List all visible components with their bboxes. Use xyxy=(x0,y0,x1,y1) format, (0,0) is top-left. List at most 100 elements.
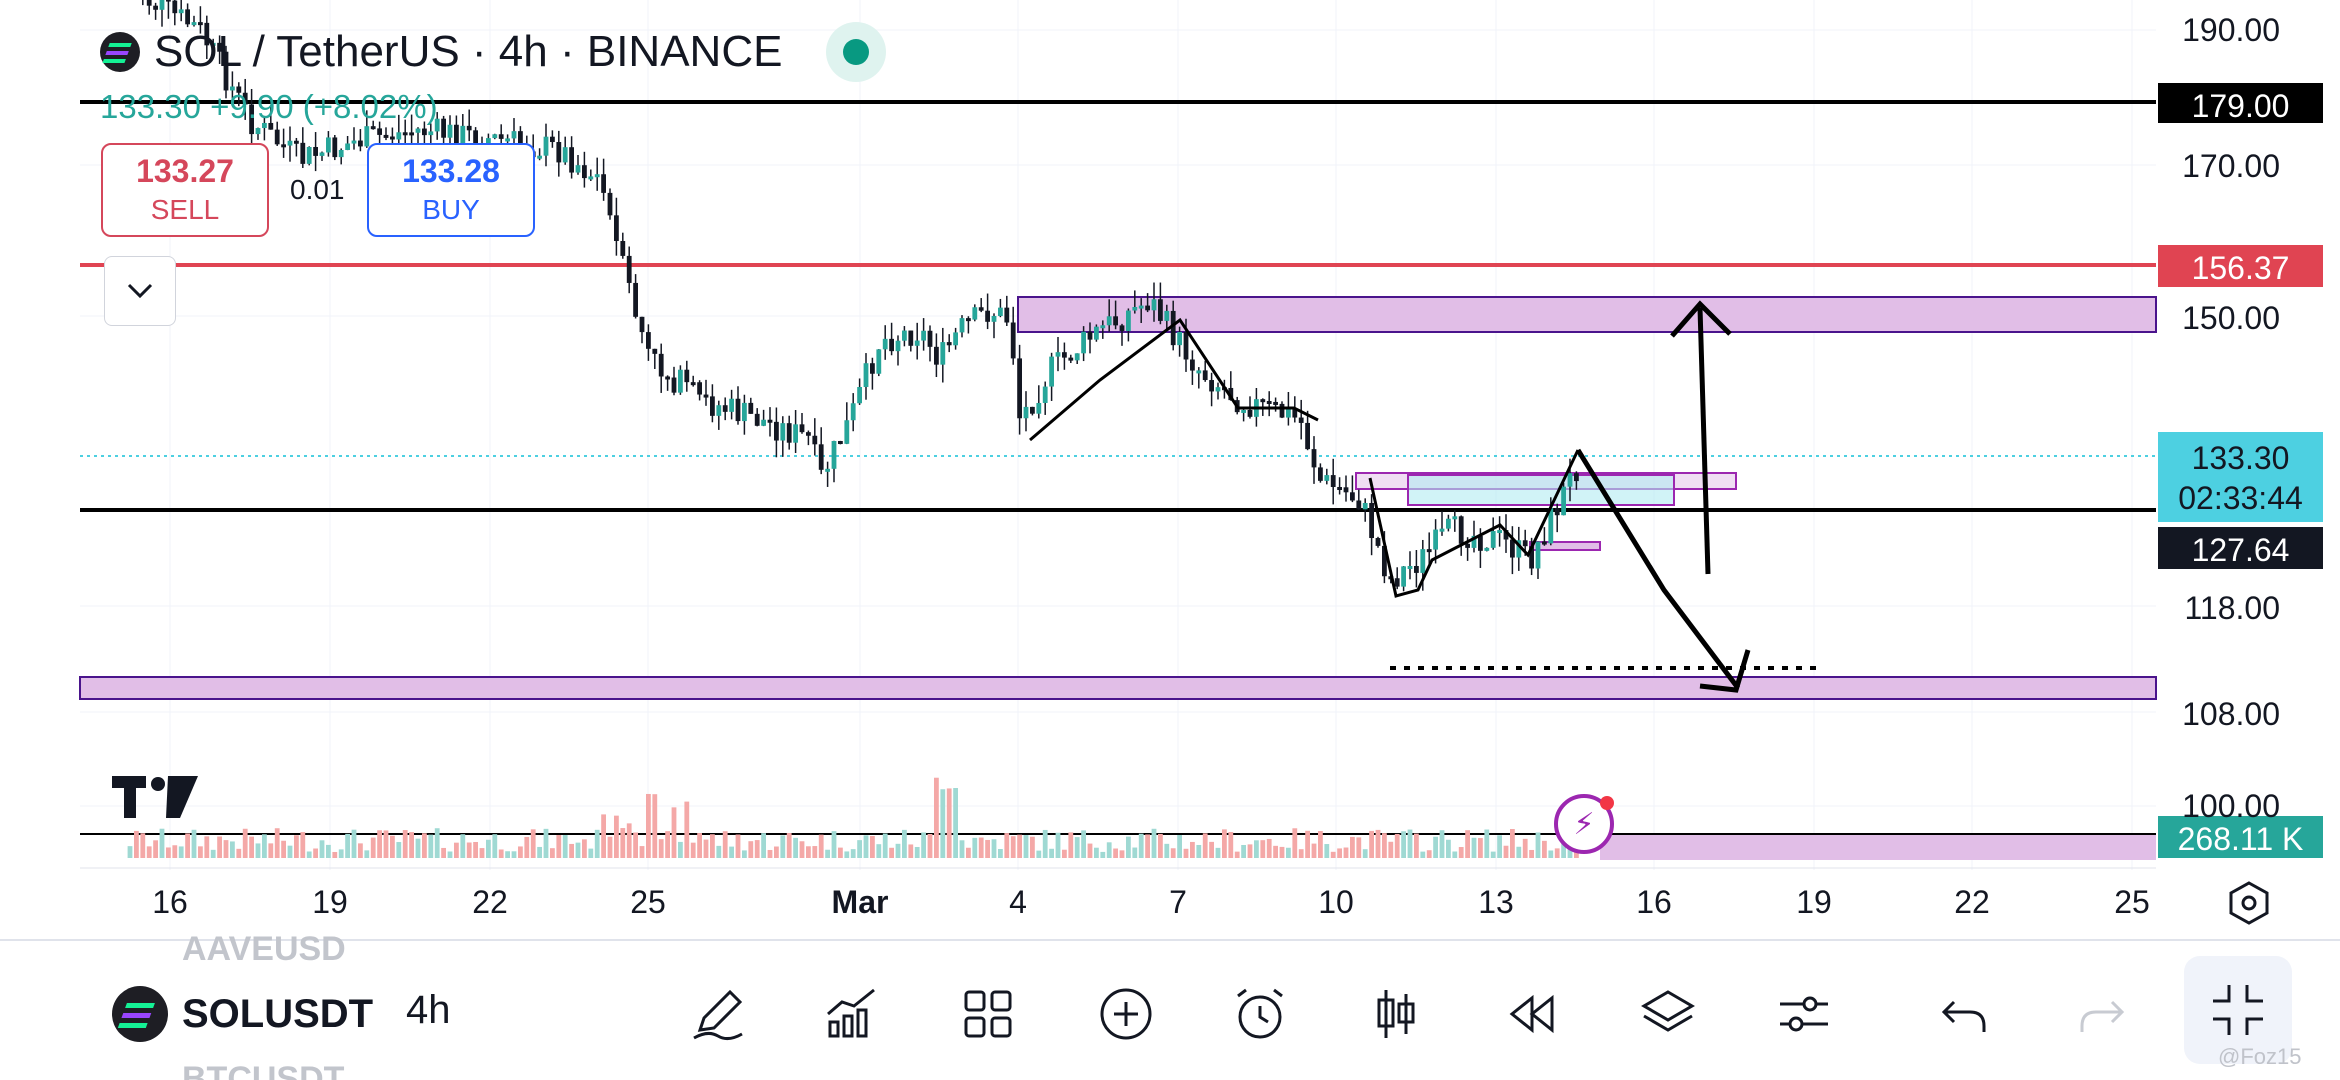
interval-selector[interactable]: 4h xyxy=(406,988,451,1032)
chart-type-button[interactable] xyxy=(1360,978,1432,1050)
collapse-legend-button[interactable] xyxy=(104,256,176,326)
candle-body xyxy=(735,398,741,422)
layers-button[interactable] xyxy=(1632,978,1704,1050)
candle-body xyxy=(1414,566,1419,573)
volume-bar xyxy=(812,846,818,858)
candle-body xyxy=(1567,473,1573,487)
candle-body xyxy=(1375,538,1381,546)
volume-bar xyxy=(1234,851,1240,858)
candle-body xyxy=(786,423,792,443)
candle-body xyxy=(799,424,805,433)
chart-settings-button[interactable] xyxy=(2226,880,2272,926)
candle-body xyxy=(972,307,978,320)
sell-button[interactable]: 133.27 SELL xyxy=(101,143,269,237)
volume-bar xyxy=(722,831,728,858)
volume-bar xyxy=(1542,840,1547,858)
candle-body xyxy=(441,118,446,138)
volume-bar xyxy=(402,830,408,858)
volume-bar xyxy=(319,840,325,858)
buy-button[interactable]: 133.28 BUY xyxy=(367,143,535,237)
settings-sliders-button[interactable] xyxy=(1768,978,1840,1050)
candle-body xyxy=(1542,541,1547,545)
volume-bar xyxy=(1324,844,1330,858)
candle-body xyxy=(434,118,440,132)
support-zone xyxy=(79,676,2157,700)
candle-body xyxy=(294,140,299,144)
indicators-button[interactable] xyxy=(816,978,888,1050)
volume-bar xyxy=(940,789,946,858)
candle-body xyxy=(1382,545,1387,577)
candle-body xyxy=(1292,409,1298,418)
volume-bar xyxy=(1266,838,1272,858)
date-tick: 19 xyxy=(312,884,348,920)
candle-body xyxy=(754,413,760,426)
candle-body xyxy=(607,192,613,216)
volume-bar xyxy=(415,838,421,858)
undo-button[interactable] xyxy=(1928,978,2000,1050)
candle-body xyxy=(518,131,523,145)
symbol-above[interactable]: AAVEUSD xyxy=(182,930,346,968)
candle-body xyxy=(511,131,517,139)
candle-body xyxy=(306,146,312,164)
alert-button[interactable] xyxy=(1224,978,1296,1050)
symbol-title[interactable]: SOL / TetherUS · 4h · BINANCE xyxy=(100,22,887,82)
candle-body xyxy=(991,315,997,322)
candle-body xyxy=(588,176,594,180)
candle-body xyxy=(1503,530,1509,540)
market-status-icon[interactable] xyxy=(826,22,887,82)
volume-bar xyxy=(1010,836,1016,858)
candle-body xyxy=(1407,566,1413,570)
symbol-selector[interactable]: SOLUSDT xyxy=(112,986,373,1042)
volume-bar xyxy=(1554,848,1560,858)
volume-bar xyxy=(492,834,498,858)
volume-bar xyxy=(959,840,965,858)
redo-button[interactable] xyxy=(2066,978,2138,1050)
price-tick: 150.00 xyxy=(2182,300,2280,336)
candle-body xyxy=(268,122,274,130)
volume-bar xyxy=(1196,844,1202,858)
candle-body xyxy=(1305,422,1310,450)
symbol-below[interactable]: BTCUSDT xyxy=(182,1060,345,1080)
replay-button[interactable] xyxy=(1496,978,1568,1050)
volume-bar xyxy=(1209,841,1214,858)
volume-bar xyxy=(1311,843,1317,858)
volume-bar xyxy=(1215,847,1221,858)
candle-body xyxy=(498,134,504,139)
volume-bar xyxy=(729,846,734,858)
alert-lightning-icon[interactable]: ⚡ xyxy=(1554,794,1614,854)
volume-bar xyxy=(1465,830,1470,858)
volume-bar xyxy=(594,829,600,858)
volume-bar xyxy=(914,846,920,858)
candle-body xyxy=(914,340,920,346)
buy-label: BUY xyxy=(422,194,480,225)
candle-body xyxy=(1356,500,1362,510)
candle-body xyxy=(204,22,210,46)
volume-bar xyxy=(210,849,216,858)
alarm-icon xyxy=(1237,988,1283,1039)
candle-body xyxy=(633,282,638,317)
candle-body xyxy=(601,174,606,193)
candle-body xyxy=(1042,386,1048,403)
volume-bar xyxy=(191,829,197,858)
drawing-tools-button[interactable] xyxy=(682,978,754,1050)
add-button[interactable] xyxy=(1090,978,1162,1050)
range-box-3 xyxy=(1529,541,1601,551)
candle-body xyxy=(1439,528,1445,532)
volume-bar xyxy=(1036,850,1042,858)
candle-body xyxy=(1401,566,1406,587)
volume-bar xyxy=(153,840,158,858)
volume-bar xyxy=(710,834,715,858)
fullscreen-exit-button[interactable] xyxy=(2184,956,2292,1064)
volume-bar xyxy=(198,846,203,858)
layout-button[interactable] xyxy=(952,978,1024,1050)
candle-body xyxy=(703,394,709,398)
price-change: 133.30 +9.90 (+8.02%) xyxy=(100,88,438,125)
volume-bar xyxy=(486,839,491,858)
volume-bar xyxy=(428,834,434,858)
pattern-drawing xyxy=(1029,317,1319,442)
volume-bar xyxy=(946,788,952,858)
volume-bar xyxy=(1478,838,1483,858)
volume-bar xyxy=(607,836,613,858)
volume-bar xyxy=(1030,836,1035,858)
